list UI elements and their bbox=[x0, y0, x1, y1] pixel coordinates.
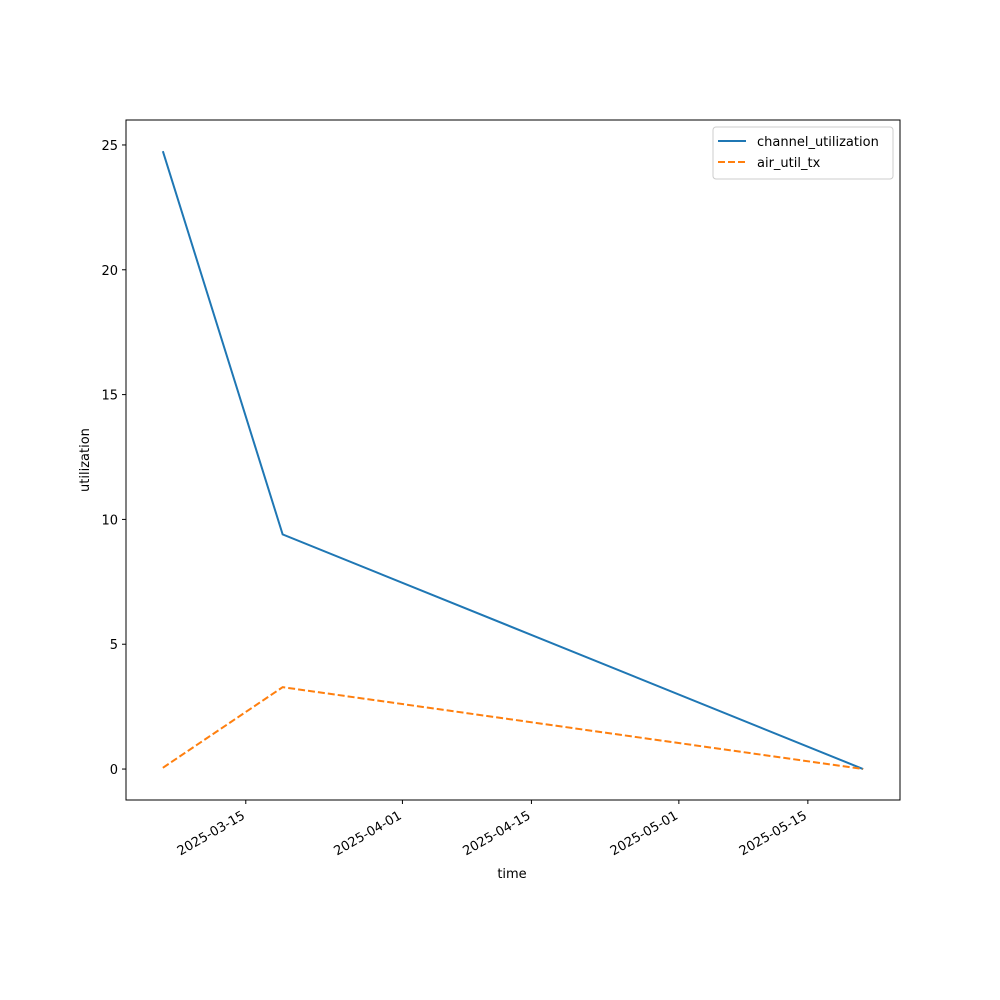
y-tick-label: 25 bbox=[101, 139, 118, 154]
legend: channel_utilization air_util_tx bbox=[712, 126, 894, 180]
series-line bbox=[161, 150, 864, 770]
plot-frame bbox=[125, 119, 901, 801]
y-tick-label: 0 bbox=[110, 763, 118, 778]
series-line bbox=[162, 686, 864, 771]
x-axis-label: time bbox=[497, 867, 526, 882]
legend-box bbox=[712, 126, 894, 180]
legend-label: channel_utilization bbox=[757, 135, 879, 150]
y-tick-label: 20 bbox=[101, 264, 118, 279]
y-tick-label: 10 bbox=[101, 513, 118, 528]
legend-label: air_util_tx bbox=[757, 156, 821, 171]
y-axis-label: utilization bbox=[78, 428, 93, 492]
y-tick-label: 5 bbox=[110, 638, 118, 653]
y-tick-label: 15 bbox=[101, 389, 118, 404]
